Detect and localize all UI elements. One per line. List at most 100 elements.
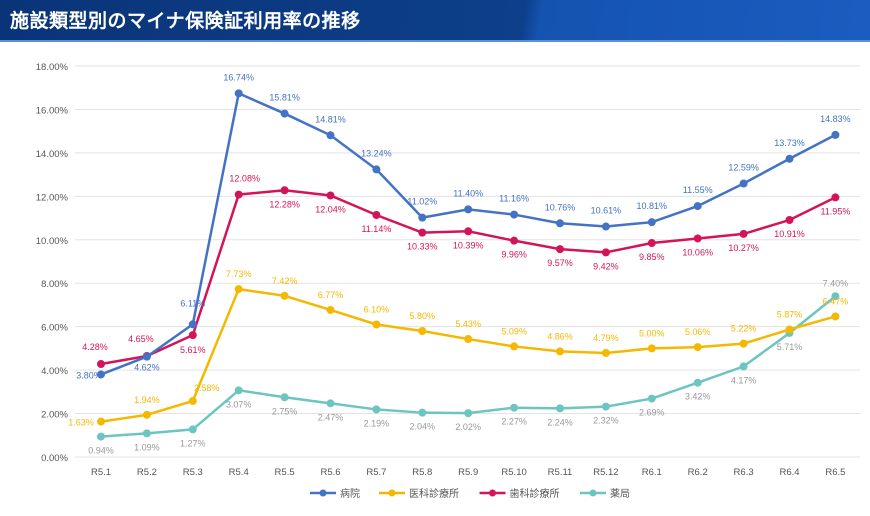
data-label: 4.28% bbox=[82, 342, 108, 352]
data-point bbox=[647, 344, 656, 353]
data-point bbox=[601, 222, 610, 231]
data-point bbox=[556, 404, 564, 413]
x-tick-label: R6.2 bbox=[688, 467, 708, 478]
data-point bbox=[418, 228, 427, 237]
data-label: 2.27% bbox=[501, 417, 527, 427]
data-point bbox=[188, 396, 197, 405]
data-point bbox=[280, 186, 289, 195]
data-point bbox=[693, 343, 702, 352]
data-label: 1.09% bbox=[134, 442, 160, 452]
data-point bbox=[372, 320, 381, 329]
x-tick-label: R5.1 bbox=[91, 467, 111, 478]
y-tick-label: 12.00% bbox=[36, 192, 69, 203]
data-label: 10.27% bbox=[728, 243, 759, 253]
data-label: 15.81% bbox=[269, 93, 300, 103]
data-label: 3.07% bbox=[226, 399, 252, 409]
y-tick-label: 16.00% bbox=[36, 105, 69, 116]
data-label: 9.42% bbox=[593, 261, 619, 271]
x-tick-label: R6.3 bbox=[734, 467, 754, 478]
data-point bbox=[785, 154, 794, 163]
x-tick-label: R5.2 bbox=[137, 467, 157, 478]
data-point bbox=[280, 109, 289, 118]
data-point bbox=[693, 202, 702, 211]
data-label: 13.73% bbox=[774, 138, 805, 148]
data-point bbox=[280, 393, 289, 402]
data-label: 16.74% bbox=[223, 72, 254, 82]
data-point bbox=[97, 417, 105, 426]
x-tick-label: R5.7 bbox=[366, 467, 386, 478]
data-point bbox=[188, 331, 197, 340]
data-label: 2.02% bbox=[455, 422, 481, 432]
data-label: 3.42% bbox=[685, 392, 711, 402]
data-label: 6.77% bbox=[318, 290, 344, 300]
legend-marker bbox=[489, 489, 496, 497]
data-label: 7.73% bbox=[226, 269, 252, 279]
y-tick-label: 4.00% bbox=[41, 366, 68, 377]
data-label: 5.87% bbox=[777, 309, 803, 319]
data-point bbox=[234, 190, 243, 199]
data-point bbox=[739, 362, 748, 371]
data-label: 2.58% bbox=[194, 383, 220, 393]
data-point bbox=[739, 179, 748, 188]
y-tick-label: 6.00% bbox=[41, 323, 68, 334]
data-point bbox=[188, 425, 197, 434]
data-point bbox=[464, 409, 473, 418]
y-tick-label: 0.00% bbox=[41, 453, 68, 464]
data-label: 2.75% bbox=[272, 406, 298, 416]
data-label: 7.40% bbox=[823, 278, 849, 288]
data-label: 4.17% bbox=[731, 375, 757, 385]
data-point bbox=[693, 378, 702, 387]
data-point bbox=[142, 410, 151, 419]
data-point bbox=[234, 89, 243, 98]
data-label: 10.06% bbox=[682, 247, 713, 257]
data-label: 4.79% bbox=[593, 333, 619, 343]
data-point bbox=[326, 399, 335, 408]
data-label: 5.43% bbox=[455, 319, 481, 329]
data-point bbox=[464, 205, 473, 214]
data-point bbox=[510, 342, 519, 351]
data-label: 10.33% bbox=[407, 242, 438, 252]
data-point bbox=[739, 339, 748, 348]
data-label: 4.62% bbox=[134, 363, 160, 373]
x-tick-label: R6.5 bbox=[825, 467, 845, 478]
x-tick-label: R5.4 bbox=[229, 467, 249, 478]
data-label: 10.91% bbox=[774, 229, 805, 239]
data-label: 10.81% bbox=[637, 201, 668, 211]
data-point bbox=[372, 405, 381, 414]
data-label: 10.39% bbox=[453, 240, 484, 250]
data-label: 10.76% bbox=[545, 202, 576, 212]
line-chart: 0.00% 2.00% 4.00% 6.00% 8.00% 10.00% 12.00% 14.… bbox=[36, 62, 860, 500]
data-label: 5.00% bbox=[639, 328, 665, 338]
data-point bbox=[647, 218, 656, 227]
data-label: 10.61% bbox=[591, 206, 622, 216]
data-point bbox=[647, 394, 656, 403]
data-label: 11.55% bbox=[683, 185, 713, 195]
data-point bbox=[601, 248, 610, 257]
data-point bbox=[326, 305, 335, 314]
data-point bbox=[601, 402, 610, 411]
data-label: 5.22% bbox=[731, 324, 757, 334]
page-title: 施設類型別のマイナ保険証利用率の推移 bbox=[10, 10, 361, 32]
y-tick-label: 10.00% bbox=[36, 236, 69, 247]
data-label: 12.28% bbox=[269, 199, 300, 209]
legend-marker bbox=[388, 489, 396, 497]
x-tick-label: R5.3 bbox=[183, 467, 203, 478]
data-point bbox=[142, 429, 151, 438]
data-label: 5.06% bbox=[685, 327, 711, 337]
data-label: 4.65% bbox=[128, 334, 154, 344]
data-label: 11.16% bbox=[499, 194, 529, 204]
x-tick-label: R5.8 bbox=[412, 467, 432, 478]
data-point bbox=[97, 370, 105, 379]
data-point bbox=[831, 312, 840, 321]
data-point bbox=[188, 320, 197, 329]
data-label: 6.47% bbox=[823, 296, 849, 306]
data-label: 0.94% bbox=[88, 446, 114, 456]
data-label: 4.86% bbox=[547, 331, 573, 341]
data-label: 12.04% bbox=[315, 204, 346, 214]
data-label: 2.24% bbox=[547, 417, 573, 427]
data-point bbox=[556, 219, 564, 228]
data-label: 2.19% bbox=[364, 418, 390, 428]
data-point bbox=[510, 403, 519, 412]
data-point bbox=[97, 360, 105, 369]
data-label: 3.80% bbox=[76, 370, 102, 380]
